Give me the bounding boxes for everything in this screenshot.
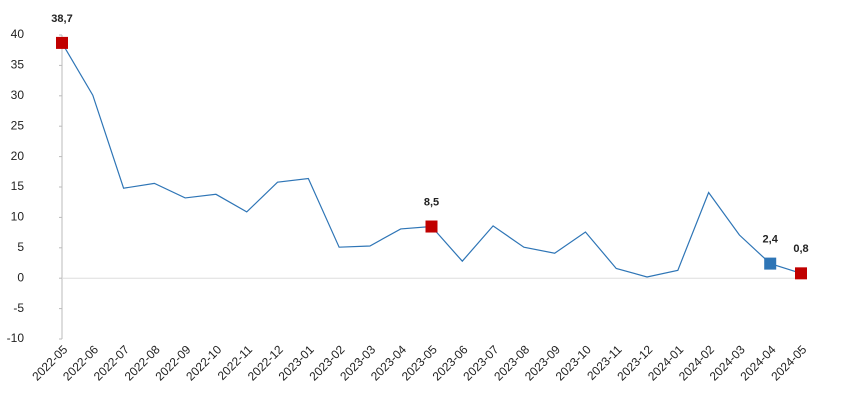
y-tick-label: 20 bbox=[11, 149, 25, 163]
data-label: 0,8 bbox=[793, 243, 808, 255]
y-tick-label: 5 bbox=[17, 240, 24, 254]
y-tick-label: 40 bbox=[11, 27, 25, 41]
data-line bbox=[61, 42, 802, 278]
y-tick-label: 35 bbox=[11, 58, 25, 72]
y-tick-label: 10 bbox=[11, 210, 25, 224]
data-label: 2,4 bbox=[763, 234, 779, 246]
y-tick-label: 0 bbox=[17, 270, 24, 284]
marker bbox=[56, 36, 68, 49]
marker bbox=[795, 267, 807, 280]
marker bbox=[425, 220, 438, 233]
y-tick-label: 25 bbox=[11, 118, 25, 132]
y-tick-label: -10 bbox=[7, 331, 25, 345]
data-label: 38,7 bbox=[51, 13, 72, 25]
marker bbox=[764, 257, 777, 270]
data-label: 8,5 bbox=[424, 196, 439, 208]
y-tick-label: 15 bbox=[11, 179, 25, 193]
y-tick-label: 30 bbox=[11, 88, 25, 102]
y-tick-label: -5 bbox=[13, 301, 24, 315]
